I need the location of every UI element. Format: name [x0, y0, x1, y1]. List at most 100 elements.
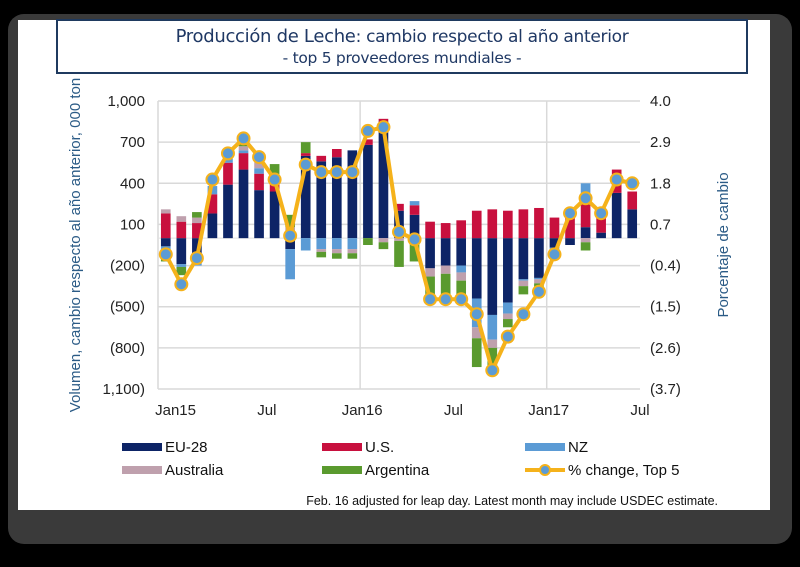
bar-eu-28-jun15: [254, 190, 264, 239]
bar-argentina-mar16: [394, 240, 404, 267]
bar-argentina-nov16: [518, 286, 529, 295]
line-marker-feb17: [563, 206, 578, 221]
legend-label: NZ: [568, 439, 588, 456]
y-tick-label: 100: [120, 216, 145, 233]
line-marker-apr16: [407, 232, 422, 247]
bar-eu-28-mar17: [580, 227, 591, 239]
bar-nz-apr16: [409, 201, 420, 206]
bar-australia-oct15: [316, 249, 327, 252]
bar-australia-dec16: [534, 279, 544, 284]
y-tick-label: (500): [110, 299, 145, 316]
x-axis-ticks: Jan15 Jul Jan16 Jul Jan17 Jul: [155, 402, 649, 419]
line-marker-mar16: [392, 224, 406, 239]
y2-axis-title: Porcentaje de cambio: [715, 172, 732, 317]
bar-nz-mar15: [207, 186, 218, 195]
bar-australia-sep16: [487, 339, 498, 348]
bar-australia-feb15: [192, 217, 202, 224]
bar-u-s--oct16: [503, 210, 513, 239]
line-marker-nov16: [516, 307, 531, 322]
y-tick-label: (200): [110, 258, 145, 275]
line-marker-may16: [423, 292, 438, 307]
line-marker-dec16: [531, 284, 546, 299]
line-marker-apr17: [594, 206, 609, 221]
bar-u-s--jan15: [176, 221, 187, 239]
title-box: Producción de Leche: cambio respecto al …: [56, 19, 748, 74]
bar-australia-may16: [425, 268, 435, 277]
y-tick-label: 400: [120, 175, 145, 192]
legend-swatch: [322, 443, 362, 451]
x-tick-label: Jul: [444, 402, 463, 419]
legend-item-argentina: Argentina: [322, 462, 430, 479]
y2-axis-ticks: 4.0 2.9 1.8 0.7 (0.4) (1.5) (2.6) (3.7): [650, 93, 681, 398]
bar-eu-28-feb16: [378, 121, 389, 239]
x-tick-label: Jan16: [342, 402, 383, 419]
bar-eu-28-sep16: [487, 238, 498, 315]
bar-u-s--apr17: [596, 213, 606, 233]
bar-eu-28-mar15: [207, 213, 218, 239]
bar-eu-28-oct16: [503, 238, 513, 303]
bar-nz-aug15: [285, 249, 295, 280]
bar-eu-28-jul16: [456, 238, 467, 266]
title-main: Producción de Leche: [175, 26, 356, 47]
bar-nz-jun15: [254, 168, 264, 174]
bar-australia-jul16: [456, 272, 467, 281]
bar-u-s--nov16: [518, 209, 529, 239]
legend-swatch: [122, 466, 162, 474]
bar-argentina-jul16: [456, 280, 467, 302]
y2-tick-label: (2.6): [650, 340, 681, 357]
bar-u-s--apr15: [223, 162, 233, 185]
title-rest: : cambio respecto al año anterior: [355, 27, 629, 47]
legend-swatch: [525, 443, 565, 451]
bar-argentina-oct16: [503, 319, 513, 328]
bar-u-s--sep15: [300, 153, 311, 156]
y-tick-label: (800): [110, 340, 145, 357]
line-marker-mar15: [205, 172, 220, 187]
bar-u-s--may15: [238, 153, 249, 170]
line-marker-jul16: [454, 292, 469, 307]
bar-australia-dec15: [347, 249, 358, 254]
bar-eu-28-apr17: [596, 232, 606, 239]
bar-eu-28-aug15: [285, 238, 295, 250]
y2-tick-label: 1.8: [650, 175, 671, 192]
bar-eu-28-apr16: [409, 214, 420, 239]
bar-nz-jan15: [176, 264, 187, 267]
footnote: Feb. 16 adjusted for leap day. Latest mo…: [306, 494, 718, 508]
legend-swatch: [322, 466, 362, 474]
bar-u-s--mar16: [394, 203, 404, 211]
legend-marker: [539, 464, 551, 476]
bar-eu-28-may16: [425, 238, 435, 269]
bar-australia-may15: [238, 146, 249, 151]
bar-eu-28-sep15: [300, 155, 311, 239]
line-marker-jan15: [174, 277, 189, 292]
x-tick-label: Jul: [257, 402, 276, 419]
y2-tick-label: (3.7): [650, 381, 681, 398]
line-marker-mar17: [578, 191, 593, 206]
y2-tick-label: (0.4): [650, 258, 681, 275]
bar-eu-28-dec14: [160, 238, 171, 247]
bar-nz-dec16: [534, 277, 544, 280]
bar-nz-nov15: [331, 238, 342, 250]
line-marker-feb16: [376, 120, 391, 135]
bar-eu-28-dec16: [534, 238, 544, 278]
bar-nz-sep15: [300, 238, 311, 251]
line-marker-jul15: [267, 172, 282, 187]
bar-eu-28-jan15: [176, 238, 187, 265]
bar-australia-nov16: [518, 280, 529, 287]
bar-u-s--jun16: [440, 223, 451, 239]
bar-nz-sep16: [487, 314, 498, 340]
line-marker-jan16: [360, 123, 375, 138]
bar-eu-28-jun16: [440, 238, 451, 266]
bar-eu-28-nov15: [331, 157, 342, 239]
legend-item--change-top-5: % change, Top 5: [525, 462, 679, 479]
line-marker-may17: [609, 172, 624, 187]
legend-item-u-s-: U.S.: [322, 439, 394, 456]
bar-nz-apr15: [223, 158, 233, 163]
bar-u-s--jan16: [363, 139, 373, 145]
bar-australia-oct16: [503, 313, 513, 320]
line-marker-jun17: [625, 176, 640, 191]
bar-argentina-oct15: [316, 251, 327, 258]
bar-eu-28-may17: [611, 192, 622, 239]
bar-argentina-jan15: [176, 266, 187, 276]
bar-eu-28-feb17: [565, 238, 575, 245]
